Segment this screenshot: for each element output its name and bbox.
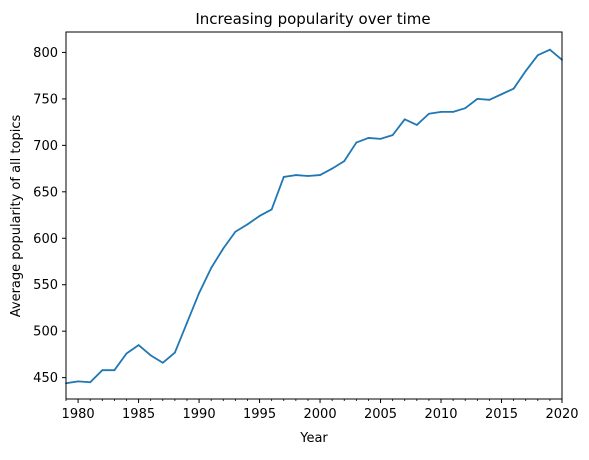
data-point <box>307 175 309 177</box>
x-tick-label: 1980 <box>62 407 95 422</box>
x-tick-label: 2000 <box>304 407 337 422</box>
data-point <box>270 208 273 211</box>
data-point <box>173 351 176 354</box>
y-tick-label: 750 <box>33 92 58 107</box>
data-point <box>549 48 551 51</box>
data-point <box>258 215 261 217</box>
data-point <box>500 93 503 96</box>
axis-ticks: 1980 1985 1990 1995 2000 2005 2010 2015 2020 450 5… <box>33 46 578 422</box>
series-line-0 <box>65 48 563 385</box>
x-tick-label: 1990 <box>183 407 216 422</box>
data-point <box>125 352 128 355</box>
data-point <box>355 141 358 144</box>
data-point <box>488 98 491 101</box>
x-tick-label: 2005 <box>364 407 397 422</box>
x-tick-label: 2010 <box>424 407 457 422</box>
data-point <box>101 369 104 372</box>
data-point <box>343 160 346 163</box>
plot-frame <box>65 31 563 400</box>
y-axis-title: Average popularity of all topics <box>9 115 24 318</box>
data-point <box>464 107 467 110</box>
data-point <box>246 223 249 226</box>
data-point <box>234 230 237 233</box>
data-point <box>210 267 213 269</box>
y-tick-label: 550 <box>33 278 58 293</box>
data-point <box>186 321 188 324</box>
chart-title: Increasing popularity over time <box>195 10 430 28</box>
data-point <box>161 361 164 364</box>
data-point <box>222 247 225 250</box>
y-tick-label: 800 <box>33 46 58 61</box>
data-point <box>367 137 370 139</box>
data-point <box>331 167 334 170</box>
data-point <box>379 137 382 140</box>
y-tick-label: 450 <box>33 371 58 386</box>
data-point <box>476 97 479 100</box>
data-point <box>149 354 152 357</box>
data-point <box>440 111 442 113</box>
x-tick-label: 1995 <box>243 407 276 422</box>
y-tick-label: 700 <box>33 139 58 154</box>
data-point <box>428 112 430 115</box>
y-tick-label: 600 <box>33 232 58 247</box>
data-point <box>319 174 321 176</box>
series-layer <box>65 48 563 385</box>
data-point <box>524 70 527 72</box>
data-point <box>403 118 406 121</box>
data-point <box>77 380 79 383</box>
x-axis-title: Year <box>299 431 328 446</box>
data-point <box>294 174 297 176</box>
x-tick-label: 1985 <box>122 407 155 422</box>
y-tick-label: 500 <box>33 325 58 340</box>
data-point <box>536 54 539 57</box>
y-tick-label: 650 <box>33 185 58 200</box>
data-point <box>415 124 418 126</box>
data-point <box>89 381 92 384</box>
data-point <box>113 369 116 372</box>
data-point <box>391 134 394 137</box>
data-point <box>137 344 140 347</box>
data-point <box>452 111 455 113</box>
data-point <box>512 87 515 90</box>
x-tick-label: 2020 <box>545 407 578 422</box>
data-point <box>198 292 200 294</box>
x-tick-label: 2015 <box>485 407 518 422</box>
data-point <box>282 176 285 178</box>
